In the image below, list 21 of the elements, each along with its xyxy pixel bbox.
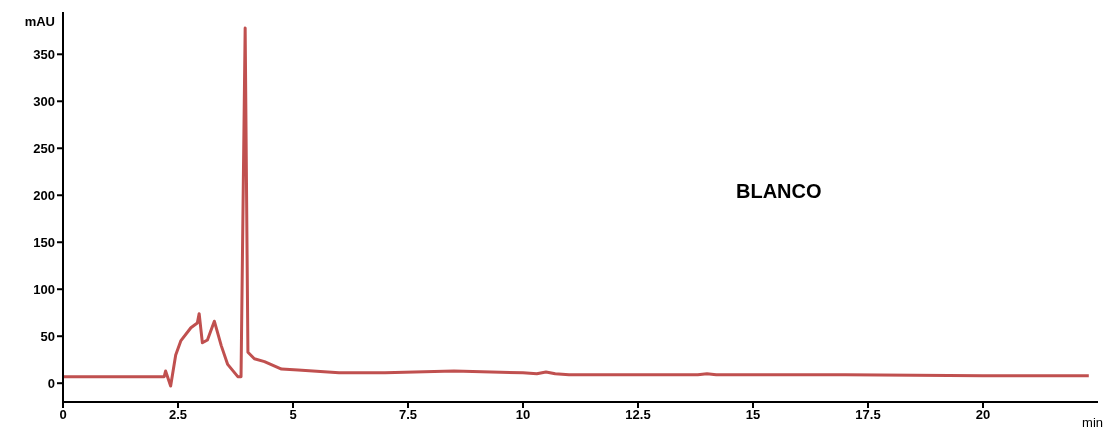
y-tick-label: 300 <box>33 93 55 109</box>
x-tick-label: 17.5 <box>855 407 881 423</box>
y-tick-label: 150 <box>33 234 55 250</box>
y-tick-label: 100 <box>33 281 55 297</box>
x-tick-label: 0 <box>59 407 67 423</box>
y-tick-label: 250 <box>33 140 55 156</box>
annotation: BLANCO <box>736 180 822 203</box>
x-tick-label: 7.5 <box>398 407 418 423</box>
y-tick-label: 350 <box>33 46 55 62</box>
x-tick-label: 10 <box>515 407 531 423</box>
y-tick-label: 0 <box>47 375 55 391</box>
y-tick-label: 50 <box>40 328 55 344</box>
x-tick-label: 5 <box>289 407 297 423</box>
x-axis-title: min <box>1082 415 1103 430</box>
y-axis-title: mAU <box>24 14 55 29</box>
line-series <box>63 26 1091 388</box>
x-tick-label: 15 <box>745 407 761 423</box>
y-tick-label: 200 <box>33 187 55 203</box>
x-tick-label: 20 <box>975 407 991 423</box>
x-tick-label: 12.5 <box>625 407 651 423</box>
x-tick-label: 2.5 <box>168 407 188 423</box>
